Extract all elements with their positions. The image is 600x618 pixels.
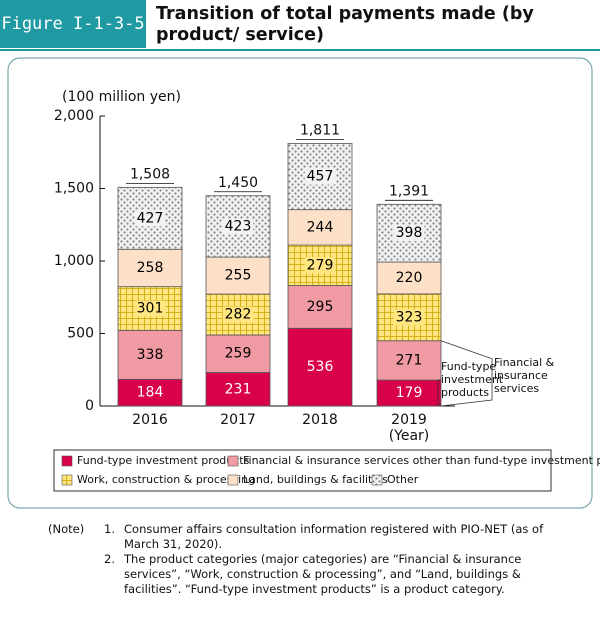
bar-segment bbox=[376, 379, 442, 407]
y-tick-label: 2,000 bbox=[54, 108, 94, 124]
note-number: 2. bbox=[104, 552, 115, 566]
segment-label: 244 bbox=[307, 219, 334, 235]
segment-label: 423 bbox=[225, 218, 252, 234]
y-tick-label: 1,500 bbox=[54, 181, 94, 197]
legend-label: Other bbox=[387, 473, 419, 486]
legend-swatch bbox=[61, 455, 73, 467]
y-tick-label: 500 bbox=[67, 326, 94, 342]
y-tick-label: 0 bbox=[85, 398, 94, 414]
bar-segment bbox=[376, 261, 442, 295]
bar-segment bbox=[117, 378, 183, 407]
annotation-bracket bbox=[437, 379, 442, 407]
label-bg bbox=[393, 225, 425, 242]
notes: (Note) 1. Consumer affairs consultation in… bbox=[48, 522, 568, 597]
note-text: The product categories (major categories… bbox=[124, 552, 522, 596]
segment-label: 231 bbox=[225, 381, 252, 397]
annotation: services bbox=[494, 382, 539, 395]
legend-label: Fund-type investment products bbox=[77, 454, 250, 467]
bar-segment bbox=[205, 372, 271, 407]
segment-label: 282 bbox=[225, 307, 252, 323]
figure-title: Transition of total payments made (by pr… bbox=[156, 4, 534, 45]
x-axis-label: (Year) bbox=[389, 428, 430, 444]
legend-label: Work, construction & processing bbox=[77, 473, 255, 486]
annotation: Financial & bbox=[494, 356, 555, 369]
note-row: (Note) 1. Consumer affairs consultation in… bbox=[48, 522, 568, 552]
segment-label: 258 bbox=[137, 260, 164, 276]
segment-label: 279 bbox=[307, 257, 334, 273]
bar-segment bbox=[287, 209, 353, 246]
note-spacer bbox=[48, 552, 104, 597]
segment-label: 536 bbox=[307, 359, 334, 375]
segment-label: 295 bbox=[307, 299, 334, 315]
header-rule bbox=[0, 49, 600, 51]
label-bg bbox=[304, 257, 336, 274]
segment-label: 427 bbox=[137, 210, 164, 226]
label-bg bbox=[134, 210, 166, 227]
segment-label: 301 bbox=[137, 300, 164, 316]
annotation: insurance bbox=[494, 369, 548, 382]
note-number: 1. bbox=[104, 522, 115, 536]
legend-box bbox=[53, 449, 552, 492]
x-tick-label: 2018 bbox=[302, 412, 338, 428]
bar-segment bbox=[205, 256, 271, 295]
note-row: 2. The product categories (major categori… bbox=[48, 552, 568, 597]
label-bg bbox=[393, 309, 425, 326]
segment-label: 398 bbox=[396, 225, 423, 241]
legend-swatch bbox=[227, 455, 239, 467]
note-text: Consumer affairs consultation informatio… bbox=[124, 522, 544, 551]
segment-label: 220 bbox=[396, 270, 423, 286]
segment-label: 255 bbox=[225, 268, 252, 284]
bar-segment bbox=[376, 340, 442, 381]
bar-segment bbox=[287, 285, 353, 329]
segment-label: 184 bbox=[137, 385, 164, 401]
x-tick-label: 2016 bbox=[132, 412, 168, 428]
segment-label: 338 bbox=[137, 347, 164, 363]
bar-segment bbox=[287, 327, 353, 407]
total-label: 1,508 bbox=[130, 166, 170, 182]
y-tick-label: 1,000 bbox=[54, 253, 94, 269]
label-bg bbox=[222, 218, 254, 235]
label-bg bbox=[222, 306, 254, 323]
total-label: 1,450 bbox=[218, 175, 258, 191]
bar-segment bbox=[205, 334, 271, 373]
bar-segment bbox=[117, 329, 183, 380]
annotation-bracket bbox=[440, 340, 493, 407]
note-label: (Note) bbox=[48, 522, 85, 536]
bar-segment bbox=[117, 248, 183, 288]
segment-label: 323 bbox=[396, 309, 423, 325]
legend-label: Land, buildings & facilities bbox=[243, 473, 388, 486]
segment-label: 179 bbox=[396, 385, 423, 401]
x-tick-label: 2019 bbox=[391, 412, 427, 428]
figure-number: Figure I-1-3-5 bbox=[0, 0, 146, 48]
panel-border bbox=[7, 57, 593, 509]
legend-swatch bbox=[61, 474, 73, 486]
segment-label: 259 bbox=[225, 346, 252, 362]
total-label: 1,391 bbox=[389, 183, 429, 199]
segment-label: 457 bbox=[307, 169, 334, 185]
label-bg bbox=[304, 168, 336, 185]
legend-swatch bbox=[227, 474, 239, 486]
legend-swatch bbox=[371, 474, 383, 486]
y-axis-label: (100 million yen) bbox=[62, 89, 181, 105]
annotation: investment bbox=[441, 373, 504, 386]
label-bg bbox=[134, 300, 166, 317]
annotation: Fund-type bbox=[441, 360, 496, 373]
annotation: products bbox=[441, 386, 489, 399]
segment-label: 271 bbox=[396, 352, 423, 368]
legend-label: Financial & insurance services other tha… bbox=[243, 454, 600, 467]
x-tick-label: 2017 bbox=[220, 412, 256, 428]
total-label: 1,811 bbox=[300, 122, 340, 138]
